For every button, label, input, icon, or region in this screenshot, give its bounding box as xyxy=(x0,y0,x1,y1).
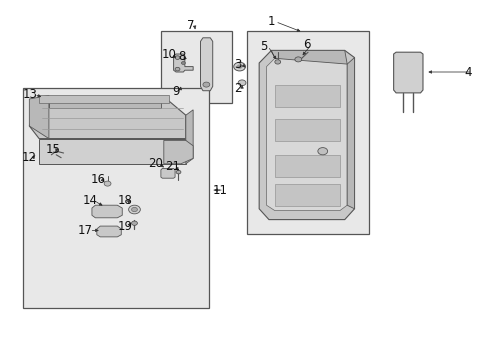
Text: 19: 19 xyxy=(117,220,132,233)
Text: 14: 14 xyxy=(83,194,98,207)
Polygon shape xyxy=(29,101,185,139)
Text: 8: 8 xyxy=(178,50,185,63)
Polygon shape xyxy=(346,58,354,209)
Polygon shape xyxy=(173,54,193,72)
Text: 18: 18 xyxy=(117,194,132,207)
Text: 3: 3 xyxy=(234,58,242,71)
Circle shape xyxy=(274,60,280,64)
Circle shape xyxy=(175,56,180,59)
Text: 20: 20 xyxy=(148,157,163,170)
Polygon shape xyxy=(163,140,193,164)
Text: 1: 1 xyxy=(267,15,275,28)
Polygon shape xyxy=(274,85,339,107)
Bar xyxy=(161,31,232,103)
Circle shape xyxy=(203,82,209,87)
Text: 4: 4 xyxy=(464,66,471,78)
Text: 16: 16 xyxy=(90,173,105,186)
Circle shape xyxy=(175,67,180,71)
Text: 5: 5 xyxy=(260,40,267,53)
Polygon shape xyxy=(185,110,193,164)
Polygon shape xyxy=(271,50,346,64)
Circle shape xyxy=(238,80,245,86)
Polygon shape xyxy=(92,205,122,218)
Polygon shape xyxy=(274,119,339,141)
Text: 13: 13 xyxy=(23,88,38,101)
Polygon shape xyxy=(200,38,212,91)
Polygon shape xyxy=(259,50,354,220)
Circle shape xyxy=(131,221,137,225)
Polygon shape xyxy=(49,97,161,108)
Circle shape xyxy=(131,207,137,212)
Circle shape xyxy=(236,64,242,69)
Circle shape xyxy=(233,62,245,71)
Text: 7: 7 xyxy=(186,19,194,32)
Text: 11: 11 xyxy=(212,184,227,197)
Text: 6: 6 xyxy=(303,39,310,51)
Polygon shape xyxy=(32,108,181,140)
Polygon shape xyxy=(266,58,346,211)
Text: 10: 10 xyxy=(161,48,176,61)
Circle shape xyxy=(294,57,301,62)
Circle shape xyxy=(181,62,185,64)
Circle shape xyxy=(317,148,327,155)
Polygon shape xyxy=(39,95,168,103)
Text: 17: 17 xyxy=(78,224,93,237)
Polygon shape xyxy=(274,184,339,206)
Polygon shape xyxy=(39,139,185,164)
Bar xyxy=(23,88,209,308)
Polygon shape xyxy=(393,52,422,93)
Text: 2: 2 xyxy=(234,82,242,95)
Polygon shape xyxy=(97,226,121,237)
Text: 15: 15 xyxy=(45,143,60,156)
Circle shape xyxy=(104,181,111,186)
Polygon shape xyxy=(161,168,175,178)
Bar xyxy=(246,31,368,234)
Polygon shape xyxy=(29,95,49,139)
Text: 12: 12 xyxy=(22,151,37,164)
Circle shape xyxy=(128,205,140,214)
Circle shape xyxy=(176,170,181,174)
Polygon shape xyxy=(274,155,339,177)
Text: 9: 9 xyxy=(172,85,180,98)
Text: 21: 21 xyxy=(164,160,179,173)
